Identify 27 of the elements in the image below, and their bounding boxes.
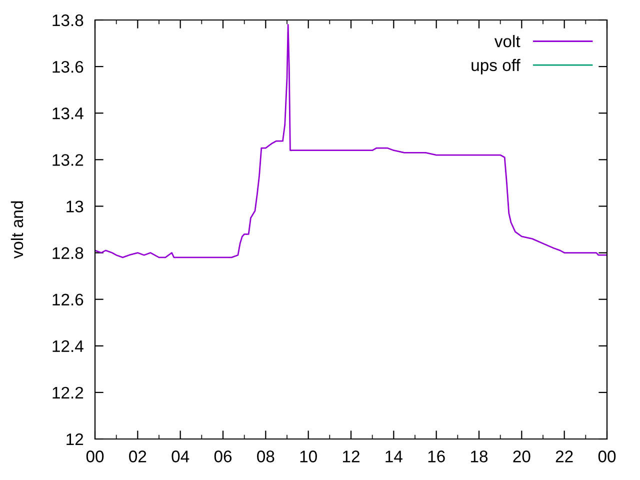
x-tick-label: 00 bbox=[86, 450, 104, 462]
x-tick-label: 16 bbox=[428, 450, 445, 462]
y-tick-label: 13.4 bbox=[52, 108, 84, 120]
x-tick-label: 14 bbox=[386, 450, 402, 462]
x-tick-label: 00 bbox=[598, 450, 616, 462]
y-tick-label: 13.2 bbox=[52, 154, 84, 166]
y-tick-label: 13 bbox=[66, 200, 84, 212]
legend-label: volt bbox=[494, 35, 520, 48]
y-tick-label: 13.8 bbox=[52, 14, 84, 26]
y-tick-label: 12.4 bbox=[52, 340, 84, 352]
x-tick-label: 08 bbox=[257, 450, 274, 462]
x-tick-label: 22 bbox=[556, 450, 573, 462]
x-tick-label: 20 bbox=[513, 450, 530, 462]
x-tick-label: 02 bbox=[129, 450, 146, 462]
y-tick-label: 12.8 bbox=[52, 247, 84, 259]
y-tick-label: 12 bbox=[66, 433, 84, 446]
x-tick-label: 04 bbox=[172, 450, 190, 462]
legend-label: ups off bbox=[472, 58, 520, 74]
y-axis-title: volt and bbox=[10, 201, 24, 259]
y-tick-label: 12.2 bbox=[52, 386, 84, 398]
x-tick-label: 06 bbox=[214, 450, 232, 462]
y-tick-label: 12.6 bbox=[52, 294, 84, 306]
x-tick-label: 10 bbox=[300, 450, 317, 462]
x-tick-label: 12 bbox=[343, 450, 360, 462]
line-series bbox=[95, 24, 607, 258]
x-tick-label: 18 bbox=[471, 450, 488, 462]
y-tick-label: 13.6 bbox=[52, 60, 84, 73]
